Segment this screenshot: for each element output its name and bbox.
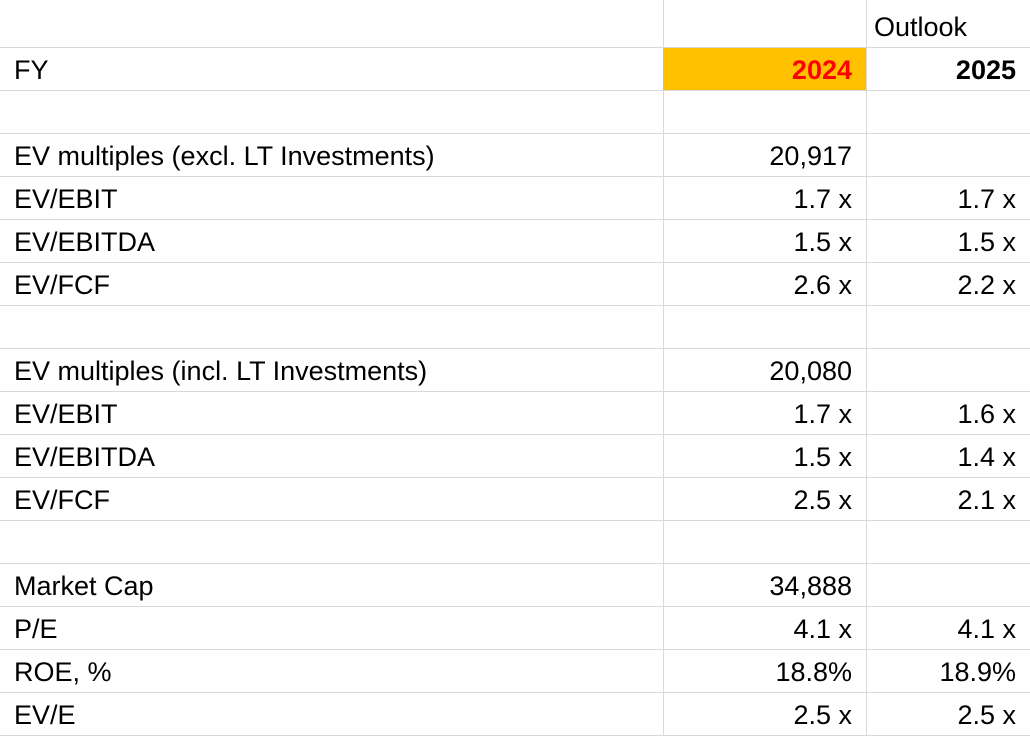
column-divider bbox=[866, 0, 867, 735]
value-2025[interactable]: 1.7 x bbox=[957, 184, 1016, 214]
table-row: EV/E 2.5 x 2.5 x bbox=[0, 693, 1030, 736]
year-2024-header[interactable]: 2024 bbox=[663, 48, 866, 90]
value-2024[interactable] bbox=[663, 306, 866, 348]
table-row bbox=[0, 306, 1030, 349]
value-2025[interactable] bbox=[866, 564, 1030, 606]
value-2024[interactable] bbox=[663, 521, 866, 563]
row-label[interactable]: EV/E bbox=[14, 700, 76, 730]
value-2024[interactable]: 1.7 x bbox=[793, 399, 852, 429]
value-2025[interactable] bbox=[866, 306, 1030, 348]
outlook-label[interactable]: Outlook bbox=[874, 12, 968, 42]
table-row: EV/EBITDA 1.5 x 1.4 x bbox=[0, 435, 1030, 478]
table-row: EV/FCF 2.5 x 2.1 x bbox=[0, 478, 1030, 521]
table-row: EV/EBIT 1.7 x 1.7 x bbox=[0, 177, 1030, 220]
value-2025[interactable]: 2.2 x bbox=[957, 270, 1016, 300]
table-row: EV multiples (excl. LT Investments) 20,91… bbox=[0, 134, 1030, 177]
row-label[interactable]: EV/FCF bbox=[14, 270, 111, 300]
value-2024[interactable] bbox=[663, 91, 866, 133]
row-label[interactable] bbox=[0, 91, 663, 133]
value-2024[interactable]: 2.5 x bbox=[793, 485, 852, 515]
table-row: Market Cap 34,888 bbox=[0, 564, 1030, 607]
value-2024[interactable]: 34,888 bbox=[769, 571, 852, 601]
table-row: EV/FCF 2.6 x 2.2 x bbox=[0, 263, 1030, 306]
value-2025[interactable]: 2.5 x bbox=[957, 700, 1016, 730]
row-label[interactable]: P/E bbox=[14, 614, 58, 644]
column-divider bbox=[663, 0, 664, 735]
table-row: EV multiples (incl. LT Investments) 20,08… bbox=[0, 349, 1030, 392]
value-2025[interactable]: 4.1 x bbox=[957, 614, 1016, 644]
row-label[interactable]: EV/EBITDA bbox=[14, 227, 156, 257]
value-2024[interactable]: 18.8% bbox=[775, 657, 852, 687]
row-label[interactable]: Market Cap bbox=[14, 571, 154, 601]
row-label[interactable]: ROE, % bbox=[14, 657, 112, 687]
value-2024[interactable]: 4.1 x bbox=[793, 614, 852, 644]
fy-label[interactable]: FY bbox=[14, 55, 49, 85]
row-label[interactable] bbox=[0, 306, 663, 348]
value-2025[interactable] bbox=[866, 349, 1030, 391]
value-2024[interactable]: 1.5 x bbox=[793, 442, 852, 472]
outlook-row: Outlook bbox=[0, 5, 1030, 48]
value-2024[interactable]: 20,080 bbox=[769, 356, 852, 386]
value-2025[interactable] bbox=[866, 134, 1030, 176]
value-2025[interactable]: 1.5 x bbox=[957, 227, 1016, 257]
row-label[interactable]: EV/EBITDA bbox=[14, 442, 156, 472]
value-2025[interactable] bbox=[866, 521, 1030, 563]
row-label[interactable]: EV/EBIT bbox=[14, 399, 118, 429]
value-2024[interactable]: 20,917 bbox=[769, 141, 852, 171]
value-2025[interactable] bbox=[866, 91, 1030, 133]
row-label[interactable]: EV multiples (incl. LT Investments) bbox=[14, 356, 428, 386]
table-row: EV/EBITDA 1.5 x 1.5 x bbox=[0, 220, 1030, 263]
value-2024[interactable]: 2.6 x bbox=[793, 270, 852, 300]
table-row: EV/EBIT 1.7 x 1.6 x bbox=[0, 392, 1030, 435]
empty-cell[interactable] bbox=[663, 5, 866, 47]
table-row bbox=[0, 521, 1030, 564]
value-2025[interactable]: 1.4 x bbox=[957, 442, 1016, 472]
empty-cell[interactable] bbox=[0, 5, 663, 47]
value-2025[interactable]: 1.6 x bbox=[957, 399, 1016, 429]
table-row: P/E 4.1 x 4.1 x bbox=[0, 607, 1030, 650]
row-label[interactable]: EV/EBIT bbox=[14, 184, 118, 214]
row-label[interactable] bbox=[0, 521, 663, 563]
value-2024[interactable]: 1.5 x bbox=[793, 227, 852, 257]
row-label[interactable]: EV multiples (excl. LT Investments) bbox=[14, 141, 435, 171]
value-2025[interactable]: 18.9% bbox=[939, 657, 1016, 687]
table-row: ROE, % 18.8% 18.9% bbox=[0, 650, 1030, 693]
value-2024[interactable]: 2.5 x bbox=[793, 700, 852, 730]
value-2025[interactable]: 2.1 x bbox=[957, 485, 1016, 515]
table-row bbox=[0, 91, 1030, 134]
row-label[interactable]: EV/FCF bbox=[14, 485, 111, 515]
year-2025-header[interactable]: 2025 bbox=[955, 55, 1016, 85]
fy-header-row: FY 2024 2025 bbox=[0, 48, 1030, 91]
value-2024[interactable]: 1.7 x bbox=[793, 184, 852, 214]
